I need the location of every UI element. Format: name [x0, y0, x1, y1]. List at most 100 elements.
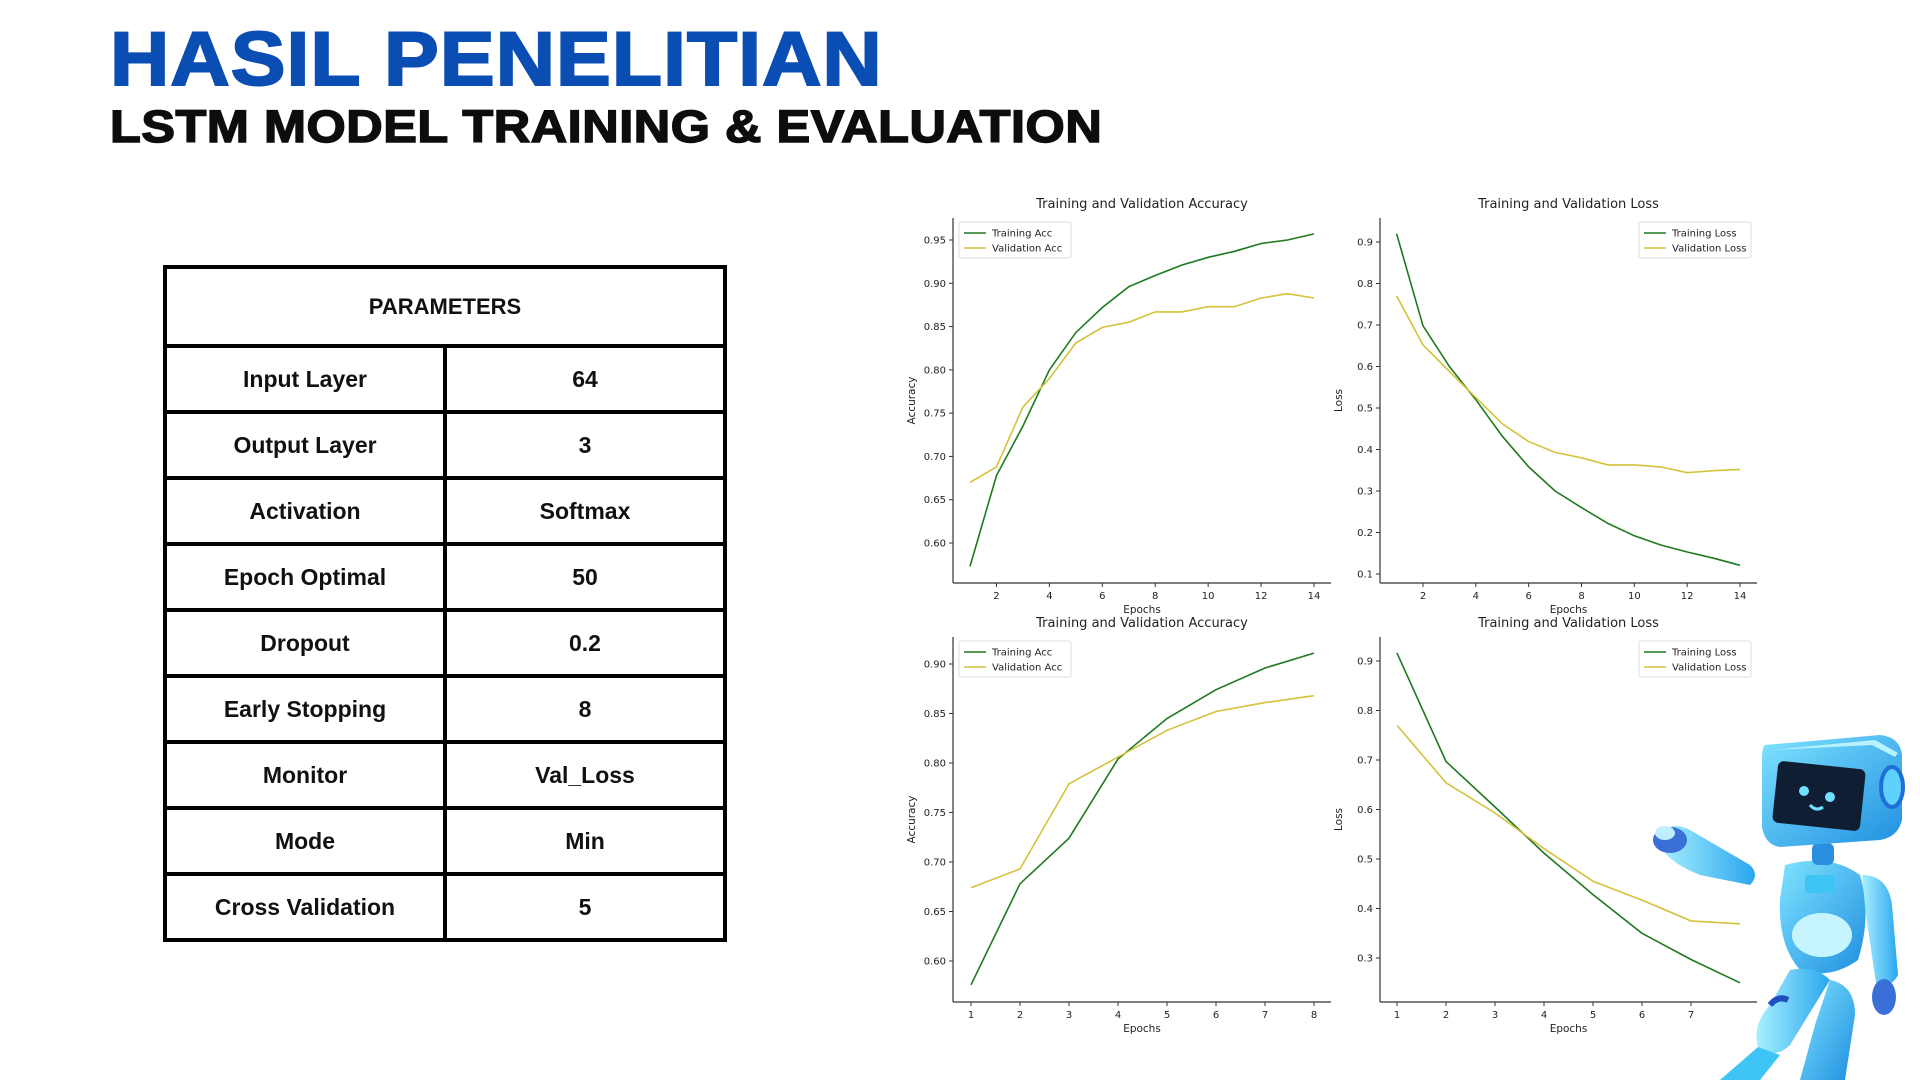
- y-axis-label: Loss: [1333, 808, 1345, 831]
- series-line-training-acc: [970, 652, 1315, 986]
- legend-box: [1638, 221, 1752, 259]
- y-tick-label: 0.60: [924, 957, 946, 968]
- y-tick-label: 0.4: [1357, 445, 1373, 456]
- x-tick-label: 8: [1152, 591, 1158, 602]
- y-tick-label: 0.5: [1357, 855, 1373, 866]
- y-tick-label: 0.75: [924, 808, 946, 819]
- legend-label: Validation Acc: [992, 663, 1062, 674]
- y-tick-label: 0.3: [1357, 954, 1373, 965]
- y-tick-label: 0.9: [1357, 657, 1373, 668]
- table-row: Input Layer 64: [163, 344, 727, 414]
- x-tick-label: 10: [1202, 591, 1215, 602]
- legend-label: Validation Loss: [1672, 663, 1747, 674]
- param-name: Input Layer: [163, 344, 447, 414]
- table-row: Epoch Optimal 50: [163, 542, 727, 612]
- x-tick-label: 4: [1541, 1010, 1547, 1021]
- param-value: 50: [443, 542, 727, 612]
- chart-title: Training and Validation Accuracy: [1035, 197, 1248, 212]
- x-tick-label: 1: [1394, 1010, 1400, 1021]
- y-tick-label: 0.90: [924, 279, 946, 290]
- series-line-validation-acc: [970, 694, 1315, 889]
- y-tick-label: 0.8: [1357, 279, 1373, 290]
- table-header-row: PARAMETERS: [163, 265, 727, 348]
- param-name: Monitor: [163, 740, 447, 810]
- x-axis-label: Epochs: [1550, 604, 1588, 616]
- y-tick-label: 0.8: [1357, 706, 1373, 717]
- x-tick-label: 2: [1017, 1010, 1023, 1021]
- y-tick-label: 0.4: [1357, 904, 1373, 915]
- parameters-table: PARAMETERS Input Layer 64 Output Layer 3 A…: [163, 265, 727, 942]
- chart-1: Training and Validation Accuracy 2 4 6 8 10 12…: [906, 197, 1331, 616]
- param-name: Dropout: [163, 608, 447, 678]
- param-value: 0.2: [443, 608, 727, 678]
- y-tick-label: 0.65: [924, 495, 946, 506]
- x-tick-label: 12: [1255, 591, 1268, 602]
- legend-label: Training Acc: [991, 229, 1052, 240]
- y-tick-label: 0.6: [1357, 805, 1373, 816]
- legend-box: [958, 640, 1072, 678]
- legend-label: Validation Loss: [1672, 244, 1747, 255]
- table-row: Activation Softmax: [163, 476, 727, 546]
- y-tick-label: 0.3: [1357, 487, 1373, 498]
- param-value: 64: [443, 344, 727, 414]
- x-tick-label: 6: [1099, 591, 1105, 602]
- x-axis-label: Epochs: [1550, 1023, 1588, 1035]
- legend-label: Training Acc: [991, 648, 1052, 659]
- legend-label: Validation Acc: [992, 244, 1062, 255]
- x-tick-label: 2: [1420, 591, 1426, 602]
- y-tick-label: 0.80: [924, 759, 946, 770]
- x-tick-label: 5: [1590, 1010, 1596, 1021]
- table-row: Early Stopping 8: [163, 674, 727, 744]
- table-row: Output Layer 3: [163, 410, 727, 480]
- chart-title: Training and Validation Loss: [1477, 197, 1659, 212]
- table-row: Monitor Val_Loss: [163, 740, 727, 810]
- param-name: Early Stopping: [163, 674, 447, 744]
- x-tick-label: 3: [1492, 1010, 1498, 1021]
- x-tick-label: 7: [1688, 1010, 1694, 1021]
- param-name: Mode: [163, 806, 447, 876]
- x-tick-label: 14: [1308, 591, 1321, 602]
- x-tick-label: 1: [968, 1010, 974, 1021]
- y-tick-label: 0.6: [1357, 362, 1373, 373]
- x-axis-label: Epochs: [1123, 604, 1161, 616]
- table-row: Mode Min: [163, 806, 727, 876]
- robot-icon: [1653, 735, 1905, 1080]
- x-tick-label: 5: [1164, 1010, 1170, 1021]
- series-line-training-loss: [1396, 652, 1741, 984]
- y-tick-label: 0.65: [924, 907, 946, 918]
- y-tick-label: 0.85: [924, 709, 946, 720]
- y-tick-label: 0.75: [924, 409, 946, 420]
- param-name: Activation: [163, 476, 447, 546]
- legend-label: Training Loss: [1671, 648, 1737, 659]
- table-row: Cross Validation 5: [163, 872, 727, 942]
- param-name: Cross Validation: [163, 872, 447, 942]
- param-value: 3: [443, 410, 727, 480]
- x-tick-label: 4: [1115, 1010, 1121, 1021]
- x-axis-label: Epochs: [1123, 1023, 1161, 1035]
- y-tick-label: 0.9: [1357, 238, 1373, 249]
- y-tick-label: 0.7: [1357, 321, 1373, 332]
- x-tick-label: 12: [1681, 591, 1694, 602]
- chart-2: Training and Validation Loss 2 4 6 8 10 12 14 0.…: [1333, 197, 1757, 616]
- legend-box: [1638, 640, 1752, 678]
- y-tick-label: 0.70: [924, 452, 946, 463]
- x-tick-label: 4: [1473, 591, 1479, 602]
- x-tick-label: 8: [1311, 1010, 1317, 1021]
- legend-box: [958, 221, 1072, 259]
- param-name: Epoch Optimal: [163, 542, 447, 612]
- param-value: Min: [443, 806, 727, 876]
- series-line-validation-loss: [1395, 295, 1741, 474]
- x-tick-label: 2: [993, 591, 999, 602]
- y-tick-label: 0.90: [924, 660, 946, 671]
- param-value: 5: [443, 872, 727, 942]
- table-row: Dropout 0.2: [163, 608, 727, 678]
- x-tick-label: 14: [1734, 591, 1747, 602]
- x-tick-label: 7: [1262, 1010, 1268, 1021]
- param-value: 8: [443, 674, 727, 744]
- x-tick-label: 3: [1066, 1010, 1072, 1021]
- chart-title: Training and Validation Accuracy: [1035, 616, 1248, 631]
- series-line-training-loss: [1395, 233, 1741, 567]
- x-tick-label: 6: [1213, 1010, 1219, 1021]
- param-name: Output Layer: [163, 410, 447, 480]
